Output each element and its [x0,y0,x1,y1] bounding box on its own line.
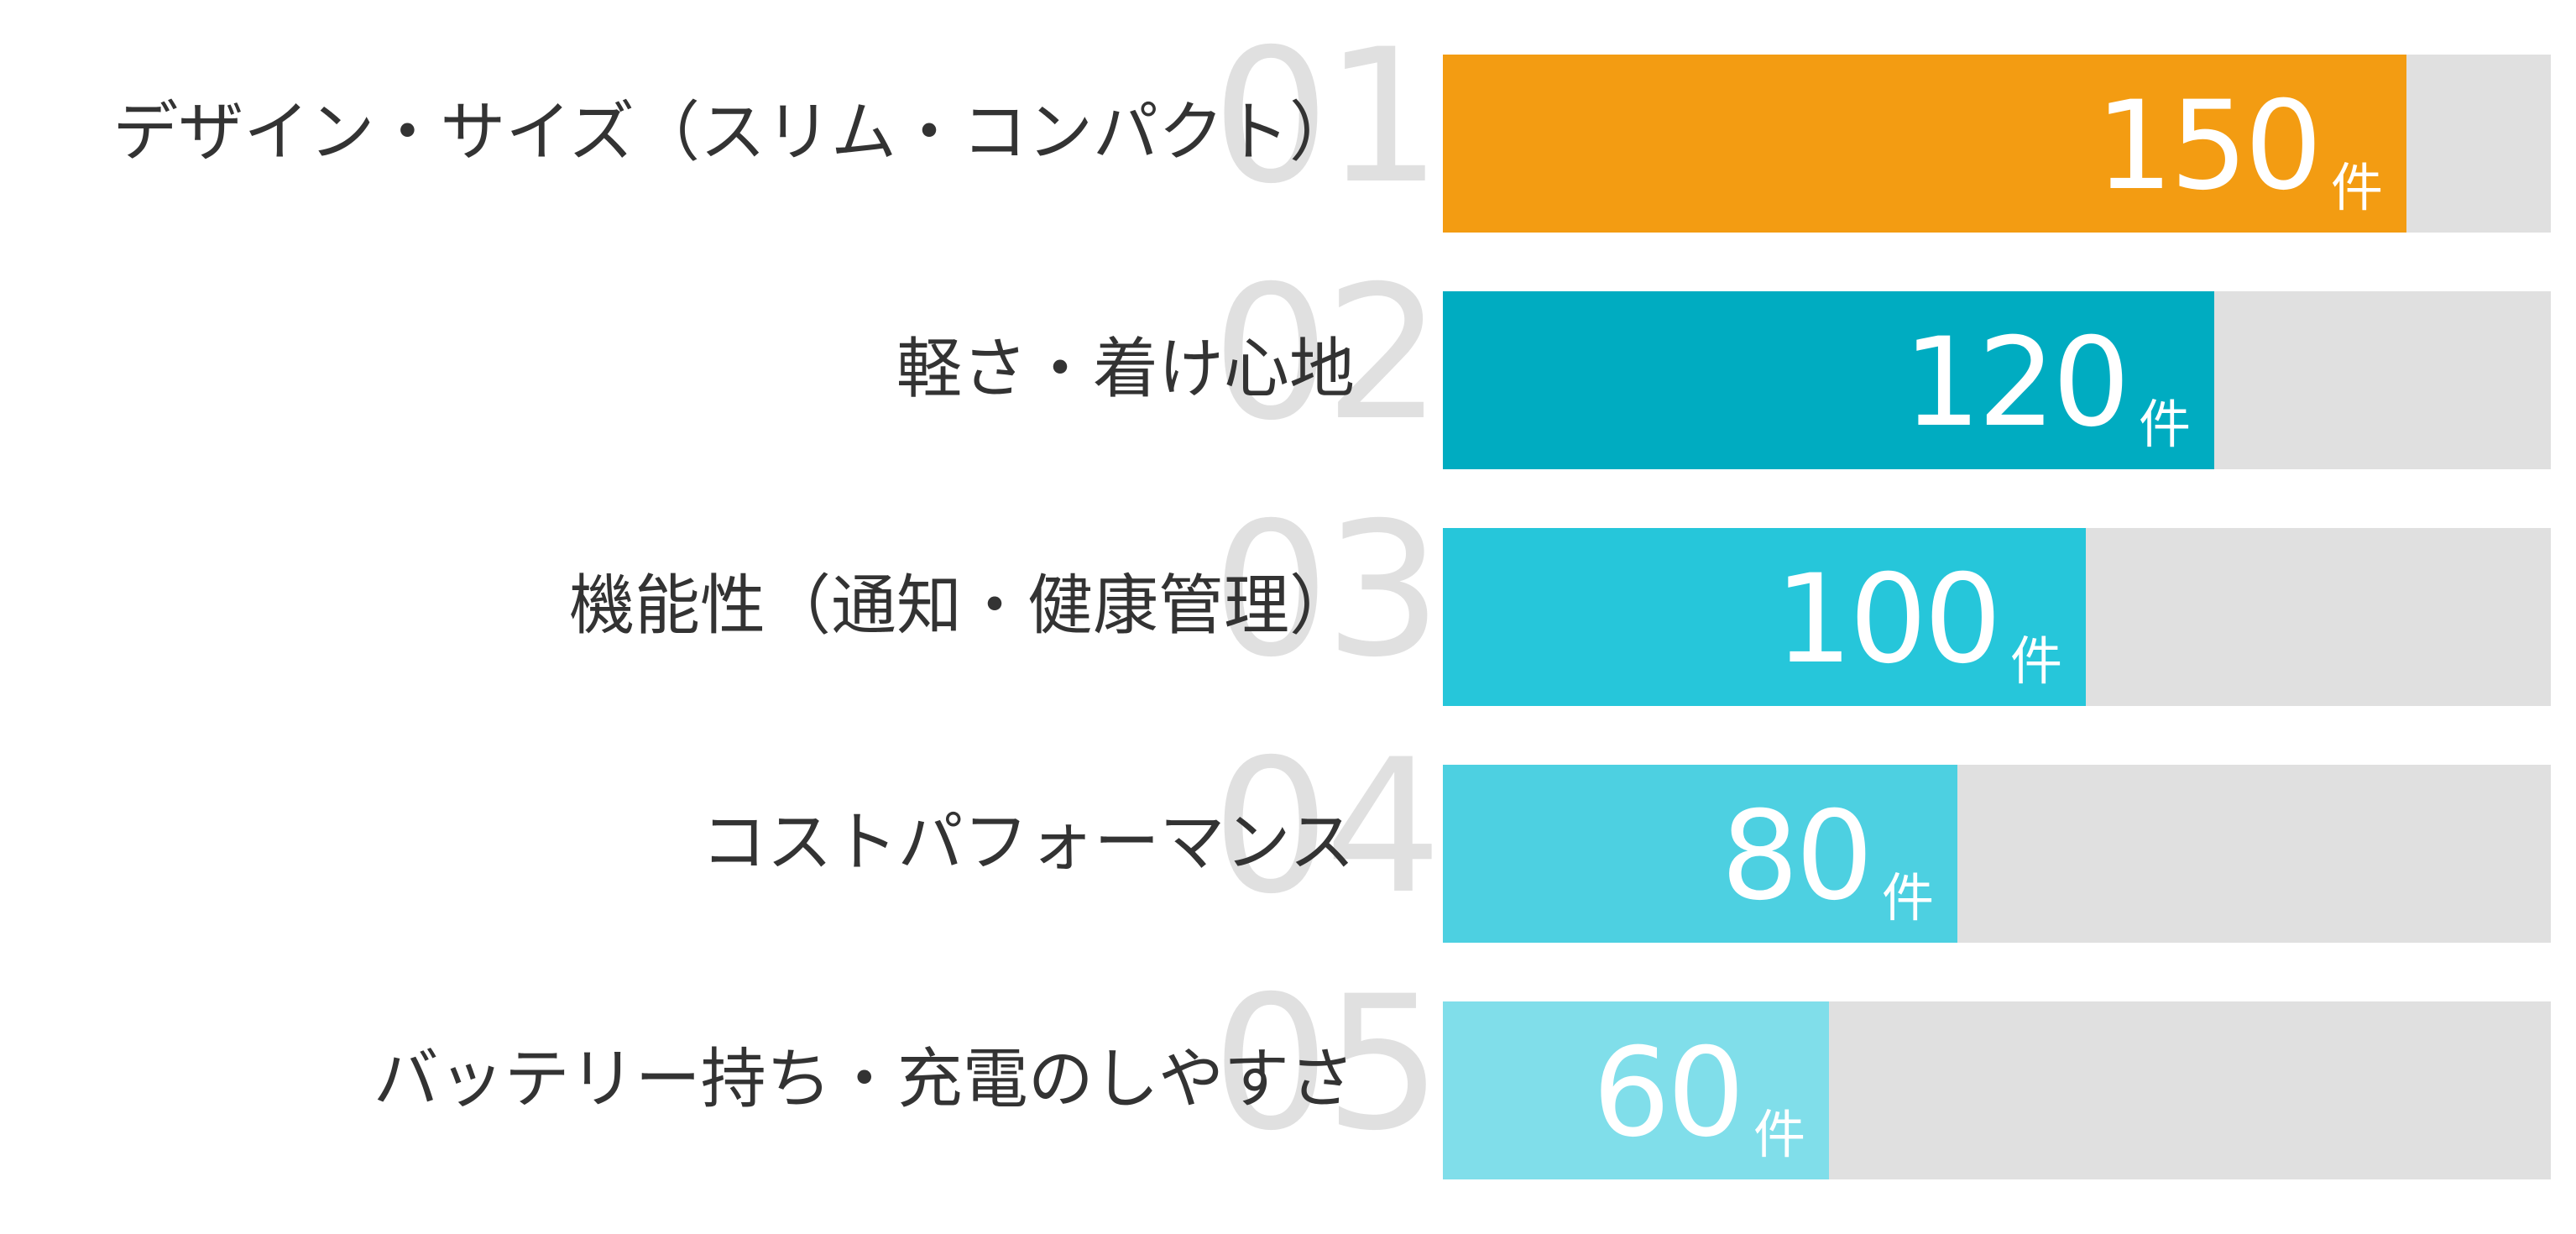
value-number: 120 [1903,311,2130,454]
rank-number: 04 [1212,719,1442,934]
chart-row-5: 05 バッテリー持ち・充電のしやすさ 60 件 [0,971,2576,1179]
bar-track: 120 件 [1443,291,2551,469]
rank-number: 01 [1212,9,1442,224]
bar-fill: 80 件 [1443,765,1957,943]
chart-row-1: 01 デザイン・サイズ（スリム・コンパクト） 150 件 [0,24,2576,233]
chart-row-4: 04 コストパフォーマンス 80 件 [0,735,2576,943]
rank-number: 02 [1212,246,1442,461]
value-number: 150 [2095,75,2323,217]
bar-value: 120 件 [1903,311,2191,454]
bar-track: 80 件 [1443,765,2551,943]
bar-fill: 120 件 [1443,291,2214,469]
rank-number: 03 [1212,483,1442,698]
chart-row-3: 03 機能性（通知・健康管理） 100 件 [0,498,2576,706]
bar-fill: 60 件 [1443,1001,1829,1179]
chart-row-2: 02 軽さ・着け心地 120 件 [0,261,2576,469]
value-number: 80 [1721,785,1873,928]
bar-value: 80 件 [1721,785,1934,928]
category-label: 機能性（通知・健康管理） [568,568,1355,644]
value-unit: 件 [1753,1104,1805,1165]
category-label: デザイン・サイズ（スリム・コンパクト） [112,95,1355,170]
category-label: バッテリー持ち・充電のしやすさ [373,1042,1355,1117]
rank-number: 05 [1212,956,1442,1171]
bar-fill: 100 件 [1443,528,2086,706]
bar-track: 60 件 [1443,1001,2551,1179]
category-label: コストパフォーマンス [701,805,1355,881]
value-unit: 件 [1881,867,1934,928]
value-unit: 件 [2330,157,2383,218]
bar-value: 100 件 [1774,548,2062,691]
bar-value: 150 件 [2095,75,2383,217]
value-number: 60 [1592,1022,1745,1164]
bar-value: 60 件 [1592,1022,1805,1164]
category-label: 軽さ・着け心地 [896,332,1355,407]
value-unit: 件 [2009,630,2062,692]
bar-track: 100 件 [1443,528,2551,706]
value-number: 100 [1774,548,2002,691]
value-unit: 件 [2138,394,2191,455]
bar-track: 150 件 [1443,55,2551,233]
bar-fill: 150 件 [1443,55,2406,233]
